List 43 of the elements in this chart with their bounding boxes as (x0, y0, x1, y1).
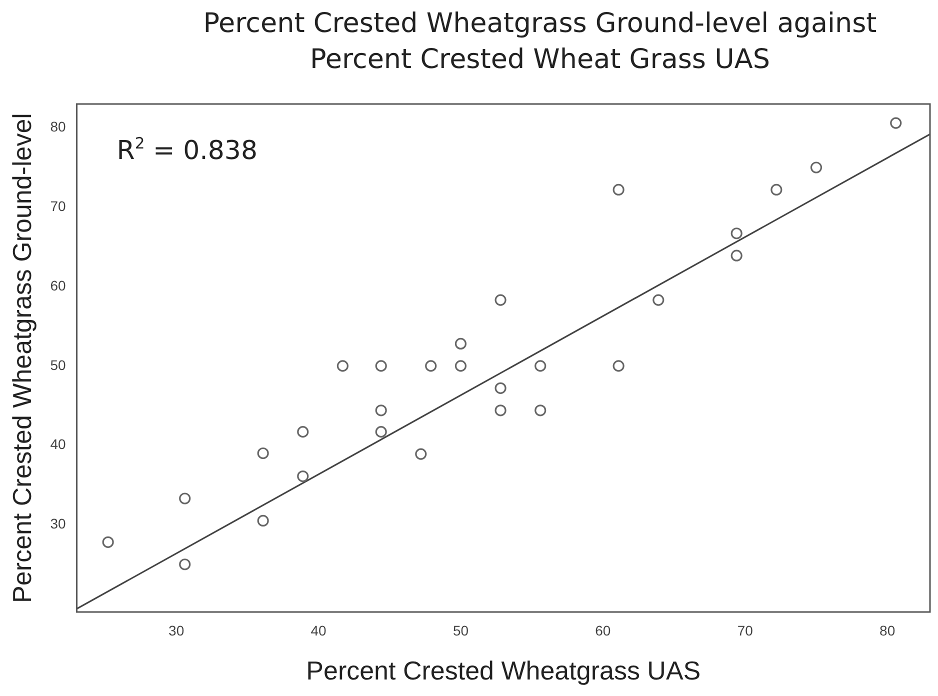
point (770, 184, 782, 196)
x-tick-label: 40 (310, 622, 327, 638)
y-tick-label: 60 (50, 277, 66, 294)
x-tick-label: 80 (880, 622, 896, 638)
y-axis-title: Percent Crested Wheatgrass Ground-level (6, 113, 37, 603)
point (494, 294, 506, 306)
point (454, 360, 467, 372)
y-tick-label: 50 (50, 356, 66, 373)
point (102, 536, 114, 548)
point (179, 492, 191, 504)
point (534, 404, 546, 416)
point (454, 338, 467, 350)
x-tick-label: 70 (737, 622, 754, 638)
point (297, 426, 309, 438)
x-tick-label: 30 (168, 622, 184, 638)
point (375, 404, 387, 416)
point (730, 250, 742, 262)
chart-title: Percent Crested Wheatgrass Ground-level against Percent Crested Wheat Grass UAS (202, 7, 878, 77)
point (336, 360, 348, 372)
x-axis-title: Percent Crested Wheatgrass UAS (306, 656, 701, 686)
point (612, 184, 624, 196)
point (890, 117, 902, 129)
point (730, 228, 742, 240)
point (612, 360, 624, 372)
point (425, 360, 437, 372)
point (375, 426, 387, 438)
point (494, 382, 506, 394)
point (257, 447, 269, 460)
y-tick-label: 80 (50, 118, 66, 135)
y-tick-label: 40 (50, 436, 66, 452)
y-tick-label: 30 (50, 516, 66, 532)
point (652, 294, 664, 306)
point (257, 514, 269, 527)
x-tick-label: 60 (595, 622, 611, 638)
point (494, 404, 506, 416)
point (297, 470, 309, 482)
point (415, 448, 427, 460)
point (810, 162, 822, 174)
point (534, 360, 546, 372)
y-tick-label: 70 (50, 198, 66, 214)
point (179, 558, 191, 570)
point (375, 360, 387, 372)
x-tick-label: 50 (452, 622, 469, 638)
